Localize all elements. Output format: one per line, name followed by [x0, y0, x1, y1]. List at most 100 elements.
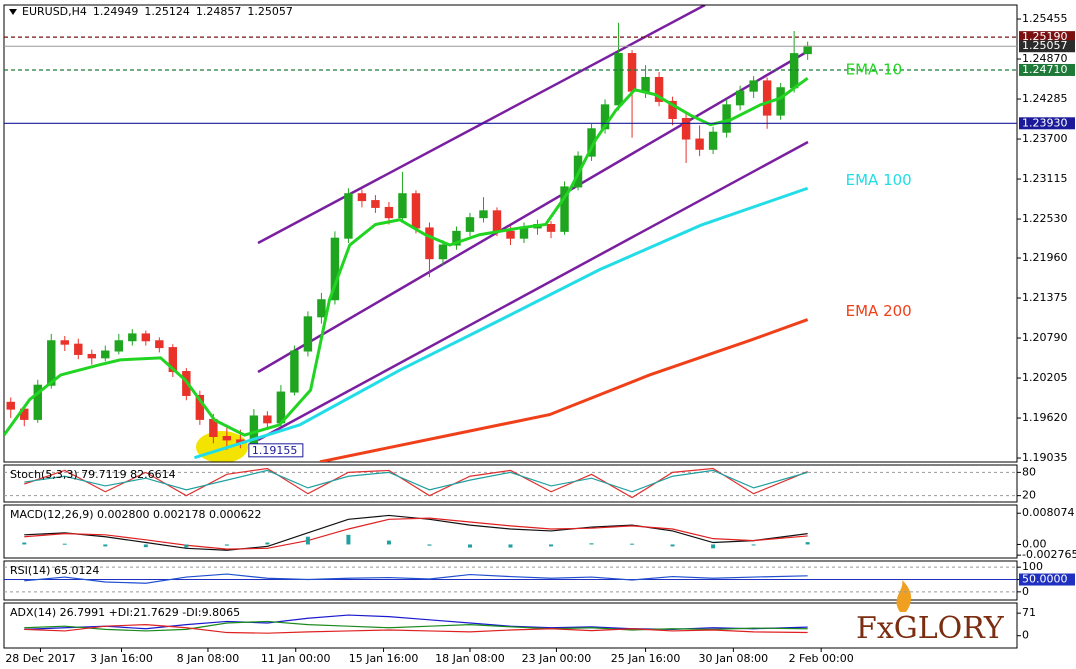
histogram-bar — [751, 544, 756, 546]
y-tick-label: 1.25455 — [1022, 12, 1068, 25]
candle-body — [33, 384, 42, 420]
candle-body — [357, 193, 367, 202]
price-level-box — [1019, 31, 1075, 44]
x-tick-label: 23 Jan 00:00 — [522, 652, 592, 665]
series-line — [24, 623, 808, 634]
y-tick-label: 0.008074 — [1022, 506, 1075, 519]
candle-body — [506, 230, 515, 239]
channel-lower — [257, 140, 809, 442]
candle-body — [600, 104, 610, 130]
candle-body — [695, 138, 704, 150]
candle-body — [438, 244, 448, 260]
candle-body — [546, 224, 556, 232]
candle-body — [141, 333, 151, 342]
series-line — [24, 514, 808, 551]
x-tick-label: 11 Jan 00:00 — [261, 652, 331, 665]
candle-body — [735, 90, 745, 106]
menu-triangle — [9, 9, 17, 15]
y-tick-label: 71 — [1022, 606, 1036, 619]
candle-body — [155, 340, 164, 349]
candle-body — [614, 53, 623, 106]
y-tick-label: -0.002765 — [1022, 548, 1076, 561]
candle-body — [479, 210, 488, 219]
series-line — [24, 573, 808, 584]
histogram-bar — [62, 543, 67, 545]
series-line — [193, 186, 809, 460]
macd-panel — [3, 504, 1018, 559]
candle-body — [641, 76, 650, 92]
candle-body — [425, 227, 434, 260]
histogram-bar — [103, 544, 108, 547]
candle-body — [749, 80, 758, 92]
histogram-bar — [589, 543, 594, 545]
candle-body — [290, 350, 299, 393]
low: 1.24857 — [196, 5, 242, 18]
channel-upper — [257, 5, 706, 245]
histogram-bar — [670, 544, 675, 547]
stoch-panel — [3, 464, 1018, 503]
candle-body — [492, 210, 502, 232]
y-tick-label: 50.0000 — [1022, 573, 1068, 586]
price-level-label: 1.25190 — [1022, 30, 1068, 43]
y-tick-label: 80 — [1022, 465, 1036, 478]
candle-body — [47, 340, 56, 386]
series-line — [24, 469, 808, 493]
y-tick-label: 1.20790 — [1022, 331, 1068, 344]
candle-body — [263, 415, 272, 424]
series-line — [4, 76, 809, 437]
indicator-title: ADX(14) 26.7991 +DI:21.7629 -DI:9.8065 — [10, 606, 240, 619]
histogram-bar — [184, 544, 189, 548]
rsi-panel — [3, 560, 1018, 601]
candle-body — [776, 87, 785, 116]
open: 1.24949 — [93, 5, 139, 18]
series-line — [319, 318, 809, 462]
price-level-box — [1019, 63, 1075, 76]
candle-body — [60, 340, 69, 345]
series-line — [24, 467, 808, 499]
candle-body — [330, 237, 340, 301]
y-tick-label: 1.24870 — [1022, 52, 1068, 65]
candle-body — [654, 76, 664, 102]
panel-content — [4, 467, 1017, 499]
price-level-label: 1.24710 — [1022, 63, 1068, 76]
histogram-bar — [143, 544, 148, 548]
histogram-bar — [711, 544, 716, 549]
y-tick-label: 0.00 — [1022, 537, 1047, 550]
tick-label-box — [1019, 573, 1075, 586]
y-tick-label: 1.23700 — [1022, 132, 1068, 145]
x-tick-label: 15 Jan 16:00 — [349, 652, 419, 665]
y-tick-label: 100 — [1022, 560, 1043, 573]
close: 1.25057 — [247, 5, 293, 18]
low-label: 1.19155 — [252, 444, 297, 457]
candle-body — [344, 193, 353, 239]
candle-body — [519, 227, 529, 239]
price-level-box — [1019, 117, 1075, 130]
y-tick-label: 0 — [1022, 629, 1029, 642]
indicator-title: Stoch(5,3,3) 79.7119 82.6614 — [10, 468, 176, 481]
histogram-bar — [305, 536, 310, 545]
main-panel — [3, 4, 1018, 463]
x-tick-label: 30 Jan 08:00 — [699, 652, 769, 665]
candle-body — [128, 333, 137, 342]
y-tick-label: 20 — [1022, 489, 1036, 502]
candle-body — [168, 347, 178, 373]
y-tick-label: 1.24285 — [1022, 92, 1068, 105]
y-tick-label: 1.21375 — [1022, 291, 1068, 304]
y-tick-label: 1.19035 — [1022, 451, 1068, 464]
y-tick-label: 0 — [1022, 585, 1029, 598]
series-label: EMA 200 — [846, 302, 912, 320]
candle-body — [762, 80, 772, 116]
candle-body — [411, 193, 421, 229]
histogram-bar — [805, 542, 810, 545]
indicator-title: MACD(12,26,9) 0.002800 0.002178 0.000622 — [10, 508, 262, 521]
x-tick-label: 18 Jan 08:00 — [435, 652, 505, 665]
histogram-bar — [549, 544, 554, 547]
y-tick-label: 1.22530 — [1022, 212, 1068, 225]
histogram-bar — [630, 543, 635, 545]
histogram-bar — [265, 542, 270, 545]
symbol: EURUSD,H4 — [22, 5, 87, 18]
candle-body — [74, 343, 83, 355]
panel-content — [22, 514, 810, 551]
